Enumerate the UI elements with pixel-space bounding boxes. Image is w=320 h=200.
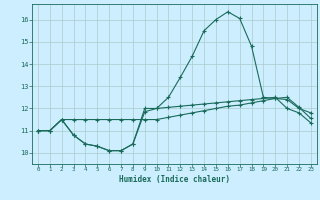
X-axis label: Humidex (Indice chaleur): Humidex (Indice chaleur): [119, 175, 230, 184]
